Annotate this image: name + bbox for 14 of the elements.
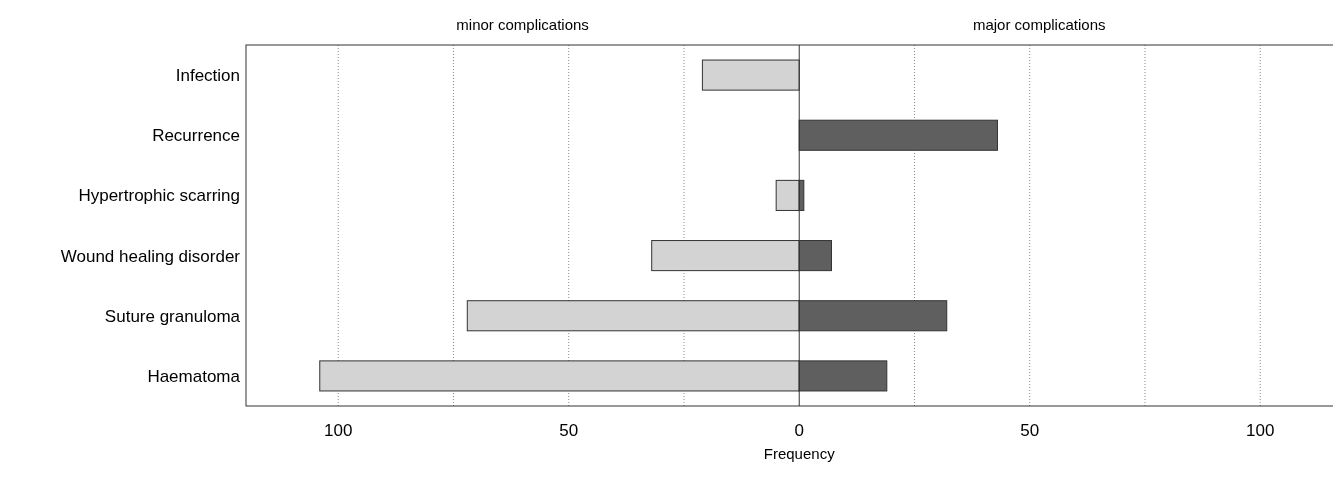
- x-tick-label: 0: [794, 421, 804, 440]
- y-tick-label: Suture granuloma: [104, 306, 241, 326]
- x-tick-label: 50: [559, 421, 579, 440]
- y-tick-label: Infection: [175, 66, 240, 86]
- y-tick-label: Haematoma: [147, 366, 241, 386]
- y-tick-label: Wound healing disorder: [60, 246, 241, 266]
- y-tick-label: Hypertrophic scarring: [78, 186, 240, 206]
- x-tick-label: 100: [1246, 421, 1275, 440]
- text: major complications: [972, 16, 1106, 33]
- text: minor complications: [456, 16, 589, 33]
- x-tick-label: 100: [324, 421, 353, 440]
- y-tick-label: Recurrence: [152, 126, 240, 146]
- x-axis-title: Frequency: [763, 445, 836, 462]
- x-tick-label: 50: [1020, 421, 1040, 440]
